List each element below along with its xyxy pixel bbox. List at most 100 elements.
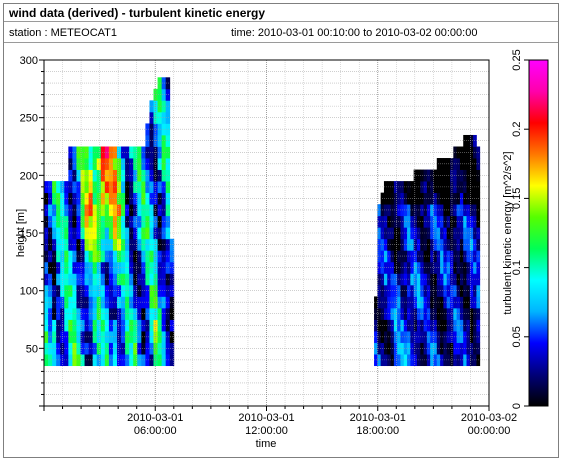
heatmap-cell [117,296,122,309]
heatmap-cell [403,181,408,194]
heatmap-cell [161,111,167,124]
heatmap-cell [423,319,428,332]
heatmap-cell [112,261,118,274]
heatmap-cell [129,296,134,309]
heatmap-cell [443,331,448,343]
heatmap-cell [133,238,138,251]
heatmap-cell [387,238,391,251]
heatmap-cell [121,307,126,320]
heatmap-cell [450,261,454,274]
heatmap-cell [413,169,418,182]
heatmap-cell [459,284,464,297]
heatmap-cell [112,307,118,320]
heatmap-cell [153,296,158,309]
heatmap-cell [108,307,114,320]
heatmap-cell [469,331,474,343]
heatmap-cell [129,250,134,263]
heatmap-cell [104,169,110,182]
heatmap-cell [393,342,398,355]
heatmap-cell [121,273,126,286]
heatmap-cell [413,238,418,251]
heatmap-cell [108,273,114,286]
heatmap-cell [165,354,171,367]
heatmap-cell [423,273,428,286]
heatmap-cell [165,307,171,320]
heatmap-cell [463,284,467,297]
heatmap-cell [129,204,134,217]
heatmap-cell [157,215,163,228]
heatmap-cell [459,238,464,251]
heatmap-cell [161,215,167,228]
heatmap-cell [100,169,106,182]
heatmap-cell [161,250,167,263]
heatmap-cell [104,331,110,343]
heatmap-cell [137,342,142,355]
heatmap-cell [141,284,146,297]
heatmap-cell [108,261,114,274]
heatmap-cell [161,354,167,367]
heatmap-cell [393,238,398,251]
heatmap-cell [153,204,158,217]
heatmap-cell [125,319,130,332]
heatmap-cell [112,296,118,309]
heatmap-cell [125,181,130,194]
heatmap-cell [108,342,114,355]
heatmap-cell [121,169,126,182]
heatmap-cell [157,181,163,194]
heatmap-cell [145,146,150,159]
heatmap-cell [153,227,158,240]
title-bar: wind data (derived) - turbulent kinetic … [4,4,558,22]
heatmap-cell [149,215,154,228]
heatmap-cell [121,319,126,332]
heatmap-cell [165,88,171,101]
heatmap-cell [423,342,428,355]
heatmap-cell [433,261,438,274]
heatmap-cell [443,192,448,205]
heatmap-cell [137,284,142,297]
heatmap-cell [443,169,448,182]
heatmap-cell [397,192,401,205]
heatmap-cell [423,227,428,240]
heatmap-cell [129,354,134,367]
heatmap-cell [157,273,163,286]
heatmap-cell [397,261,401,274]
heatmap-cell [383,331,388,343]
heatmap-cell [413,227,418,240]
heatmap-cell [463,261,467,274]
heatmap-cell [153,331,158,343]
heatmap-cell [153,261,158,274]
heatmap-cell [149,169,154,182]
heatmap-cell [145,319,150,332]
heatmap-cell [133,192,138,205]
heatmap-cell [463,215,467,228]
heatmap-cell [157,111,163,124]
heatmap-cell [133,181,138,194]
heatmap-cell [104,307,110,320]
heatmap-cell [165,331,171,343]
heatmap-cell [145,331,150,343]
heatmap-cell [403,215,408,228]
heatmap-cell [129,319,134,332]
heatmap-cell [463,134,467,147]
heatmap-cell [387,273,391,286]
heatmap-cell [413,181,418,194]
heatmap-cell [165,238,171,251]
heatmap-cell [145,227,150,240]
heatmap-cell [145,192,150,205]
heatmap-cell [374,296,378,309]
heatmap-cell [423,307,428,320]
heatmap-cell [121,296,126,309]
heatmap-cell [145,158,150,170]
heatmap-cell [125,169,130,182]
heatmap-cell [121,331,126,343]
heatmap-cell [440,192,444,205]
heatmap-cell [383,238,388,251]
heatmap-cell [137,238,142,251]
heatmap-cell [440,331,444,343]
heatmap-cell [161,77,167,90]
heatmap-cell [440,342,444,355]
heatmap-cell [125,158,130,170]
heatmap-cell [459,169,464,182]
heatmap-cell [104,146,110,159]
heatmap-cell [104,238,110,251]
